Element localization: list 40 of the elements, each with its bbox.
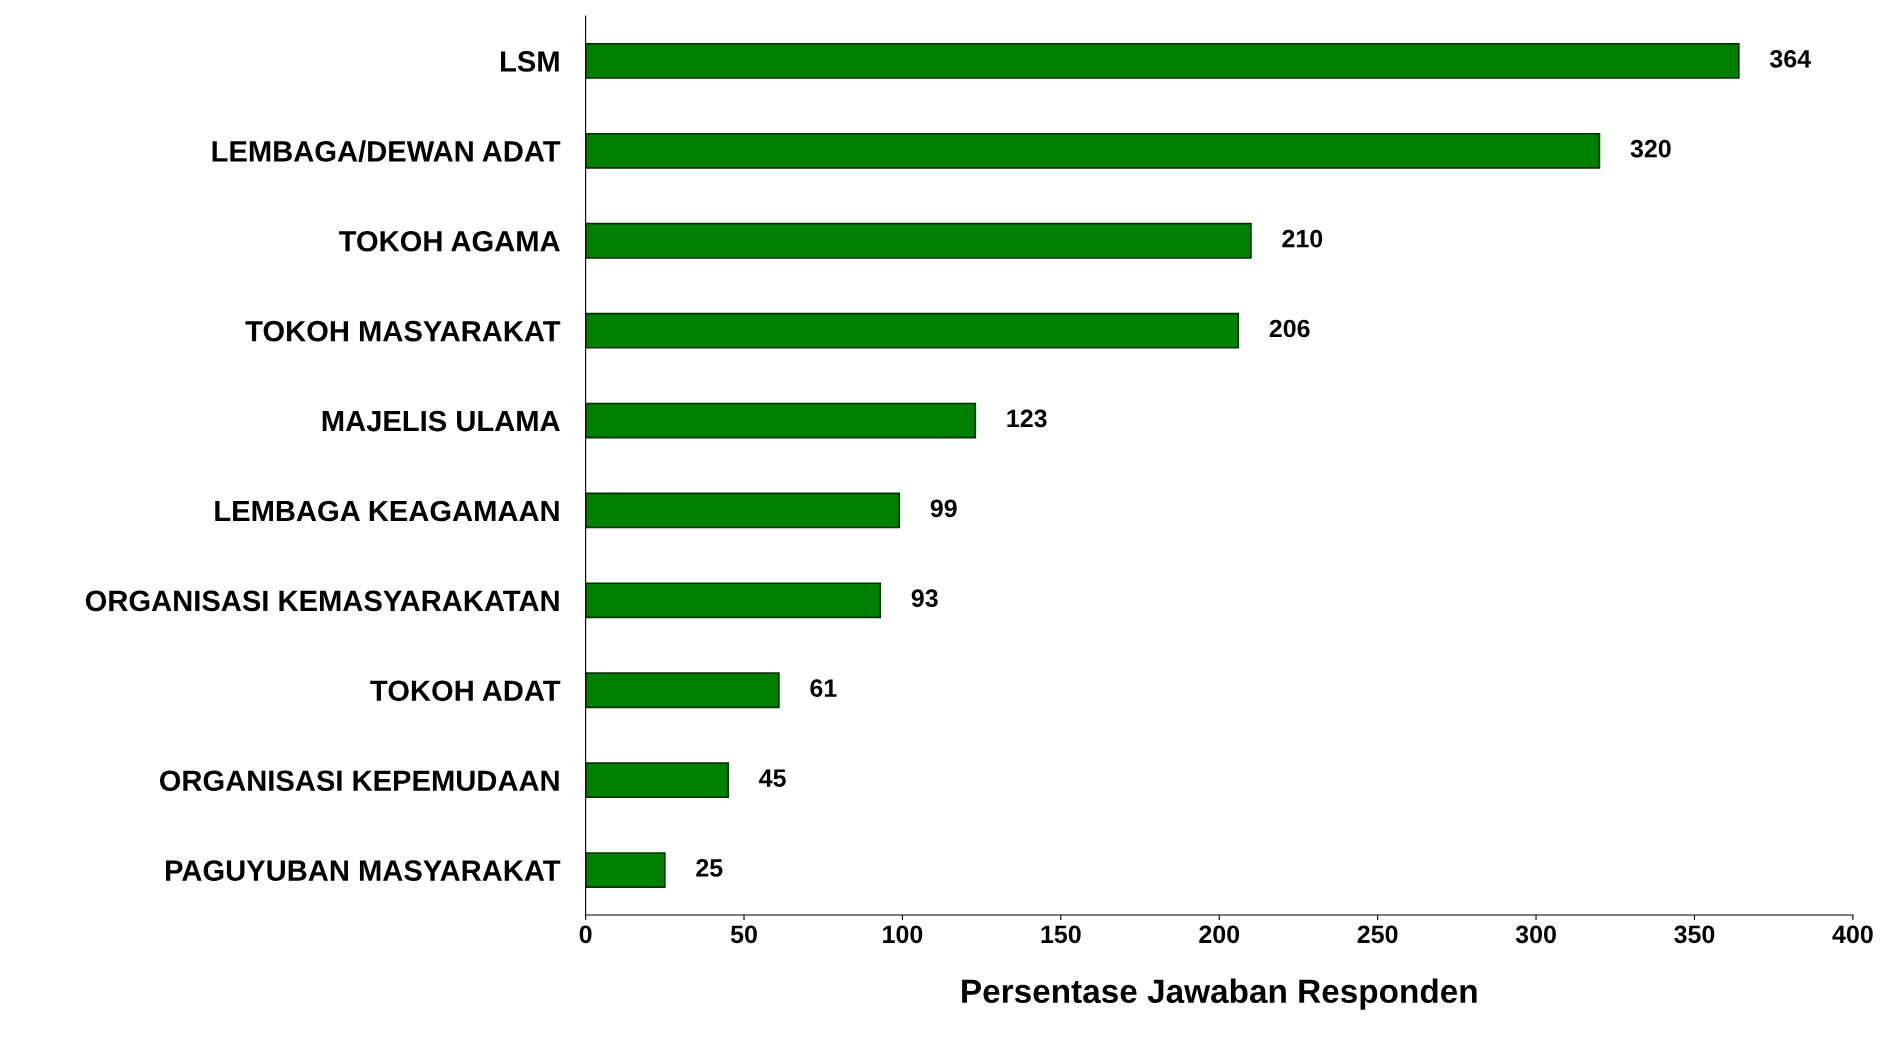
x-tick-label: 300 — [1515, 925, 1556, 944]
y-tick-label: PAGUYUBAN MASYARAKAT — [166, 860, 561, 881]
x-tick-label: 150 — [1041, 925, 1081, 944]
data-label: 364 — [1769, 49, 1811, 68]
x-tick-label: 50 — [730, 925, 757, 944]
x-tick-label: 250 — [1357, 925, 1398, 944]
bar — [585, 672, 780, 709]
data-label: 99 — [930, 499, 957, 518]
x-tick-label: 200 — [1199, 925, 1240, 944]
data-label: 320 — [1630, 139, 1671, 158]
x-tick-label: 350 — [1674, 925, 1715, 944]
y-tick-label: MAJELIS ULAMA — [322, 410, 560, 432]
y-tick-label: LSM — [501, 51, 559, 72]
bar — [585, 852, 666, 889]
y-tick-label: TOKOH AGAMA — [338, 230, 560, 252]
data-label: 61 — [810, 679, 837, 697]
x-axis-title: Persentase Jawaban Responden — [962, 978, 1477, 1010]
bar — [585, 402, 977, 439]
data-label: 123 — [1007, 409, 1047, 428]
bar — [585, 312, 1240, 349]
y-tick-label: LEMBAGA KEAGAMAAN — [215, 500, 559, 522]
bar — [585, 582, 882, 619]
y-tick-label: TOKOH ADAT — [370, 680, 561, 702]
data-label: 206 — [1269, 319, 1310, 338]
bar — [585, 762, 730, 799]
x-tick-label: 0 — [579, 925, 592, 944]
x-tick-label: 100 — [883, 925, 923, 944]
y-tick-label: LEMBAGA/DEWAN ADAT — [212, 140, 561, 162]
y-tick-label: ORGANISASI KEMASYARAKATAN — [85, 590, 559, 612]
data-label: 93 — [911, 589, 938, 608]
bar — [585, 42, 1740, 79]
bar — [585, 132, 1601, 169]
data-label: 210 — [1282, 229, 1323, 248]
y-tick-label: ORGANISASI KEPEMUDAAN — [159, 770, 559, 792]
data-label: 25 — [696, 859, 723, 877]
bar — [585, 222, 1252, 259]
data-label: 45 — [759, 769, 786, 787]
y-tick-label: TOKOH MASYARAKAT — [245, 320, 561, 342]
x-tick-label: 400 — [1832, 925, 1873, 944]
bar — [585, 492, 901, 529]
